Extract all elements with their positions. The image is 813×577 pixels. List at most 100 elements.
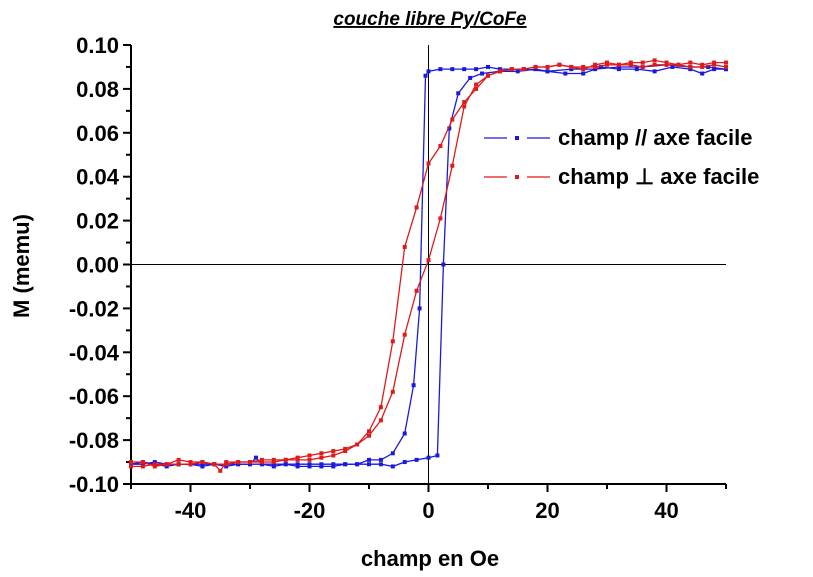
data-point: [616, 67, 621, 72]
data-point: [176, 462, 181, 467]
x-tick-label: -20: [294, 498, 326, 523]
data-point: [474, 86, 479, 91]
x-axis-ticks: -40 -20 0 20 40: [130, 484, 727, 523]
data-point: [533, 64, 538, 69]
data-point: [378, 405, 383, 410]
series-1: [129, 58, 728, 473]
data-point: [640, 60, 645, 65]
data-point: [581, 71, 586, 76]
data-point: [581, 64, 586, 69]
data-point: [652, 69, 657, 74]
data-point: [224, 464, 229, 469]
y-tick-label: -0.06: [69, 384, 119, 409]
data-point: [605, 60, 609, 65]
x-tick-label: 40: [654, 498, 678, 523]
data-point: [569, 67, 574, 72]
data-point: [378, 418, 383, 423]
data-point: [248, 460, 252, 465]
data-point: [140, 464, 145, 469]
legend-entry-perpendicular: champ ⊥ axe facile: [484, 164, 759, 189]
data-point: [616, 64, 621, 69]
data-point: [664, 60, 669, 65]
data-point: [724, 64, 728, 69]
data-point: [628, 62, 633, 67]
data-point: [402, 431, 407, 436]
data-point: [164, 464, 169, 469]
data-point: [236, 460, 241, 465]
data-point: [450, 117, 455, 122]
data-point: [411, 383, 416, 388]
data-point: [652, 62, 657, 67]
data-point: [319, 462, 324, 467]
x-tick-label: 0: [422, 498, 434, 523]
data-point: [605, 62, 609, 67]
data-point: [545, 64, 550, 69]
data-point: [129, 460, 133, 465]
data-point: [271, 462, 276, 467]
y-tick-label: 0.00: [76, 253, 119, 278]
data-point: [486, 64, 490, 69]
data-point: [593, 67, 598, 72]
data-point: [593, 64, 598, 69]
data-point: [224, 460, 229, 465]
data-point: [450, 163, 455, 168]
y-axis-ticks: -0.10 -0.08 -0.06 -0.04 -0.02 0.00 0.02 0.04 0.0…: [69, 33, 131, 497]
data-point: [468, 75, 473, 80]
data-point: [447, 126, 452, 131]
data-point: [152, 460, 157, 465]
data-point: [129, 462, 133, 467]
data-point: [450, 67, 455, 72]
data-point: [390, 389, 395, 394]
data-point: [307, 453, 312, 458]
data-point: [188, 460, 193, 465]
data-point: [283, 462, 288, 467]
data-point: [441, 262, 446, 267]
data-point: [724, 60, 728, 65]
data-point: [700, 64, 705, 69]
data-point: [497, 69, 502, 74]
data-point: [402, 460, 407, 465]
data-point: [456, 91, 461, 96]
data-point: [378, 457, 383, 462]
legend-marker: [515, 136, 519, 140]
legend: champ // axe facile champ ⊥ axe facile: [484, 125, 759, 189]
data-point: [224, 462, 229, 467]
data-point: [319, 451, 324, 456]
data-point: [271, 457, 276, 462]
data-point: [426, 455, 431, 460]
data-point: [462, 67, 467, 72]
data-point: [331, 462, 336, 467]
data-point: [390, 464, 395, 469]
data-point: [140, 462, 145, 467]
data-point: [140, 460, 145, 465]
data-point: [152, 464, 157, 469]
y-tick-label: -0.02: [69, 296, 119, 321]
data-point: [355, 442, 360, 447]
data-point: [367, 457, 371, 462]
data-point: [593, 62, 598, 67]
chart-title: couche libre Py/CoFe: [333, 9, 527, 30]
y-tick-label: 0.04: [76, 165, 120, 190]
data-point: [670, 64, 675, 69]
data-point: [426, 258, 431, 263]
data-point: [712, 67, 717, 72]
data-point: [423, 73, 428, 78]
data-point: [343, 446, 348, 451]
data-point: [706, 64, 711, 69]
legend-marker: [515, 175, 519, 179]
data-point: [486, 73, 490, 78]
series-layer: [129, 58, 728, 473]
data-point: [462, 104, 467, 109]
data-point: [414, 288, 419, 293]
data-point: [712, 60, 717, 65]
data-point: [599, 64, 604, 69]
data-point: [259, 457, 264, 462]
y-tick-label: 0.02: [76, 209, 119, 234]
data-point: [581, 67, 586, 72]
data-point: [462, 100, 467, 105]
data-point: [480, 71, 485, 76]
data-point: [271, 464, 276, 469]
data-point: [200, 460, 205, 465]
data-point: [331, 453, 336, 458]
